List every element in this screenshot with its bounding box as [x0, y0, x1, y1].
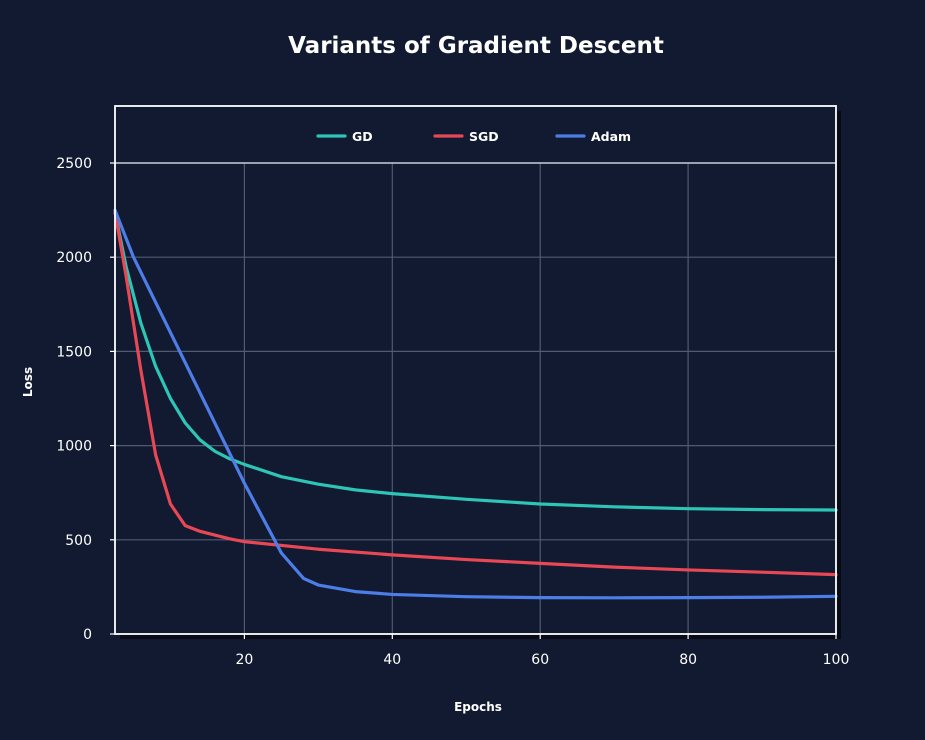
- x-tick-label: 60: [531, 652, 549, 668]
- plot-background: [115, 106, 836, 634]
- series-line-gd: [113, 210, 838, 512]
- series-line-adam: [113, 208, 838, 600]
- y-tick-label: 1000: [56, 439, 92, 455]
- y-tick-label: 2000: [56, 250, 92, 266]
- legend-item-sgd: SGD: [433, 129, 499, 144]
- legend-label: Adam: [591, 129, 631, 144]
- x-tick-label: 100: [823, 652, 850, 668]
- legend-item-gd: GD: [316, 129, 373, 144]
- plot-border: [114, 105, 837, 635]
- y-tick-label: 2500: [56, 156, 92, 172]
- legend-item-adam: Adam: [555, 129, 631, 144]
- y-tick-label: 0: [83, 627, 92, 643]
- y-tick-label: 500: [65, 533, 92, 549]
- series-line-sgd: [113, 210, 838, 577]
- x-tick-label: 80: [679, 652, 697, 668]
- legend-label: GD: [352, 129, 373, 144]
- y-axis-label: Loss: [21, 367, 35, 397]
- x-tick-label: 20: [235, 652, 253, 668]
- chart-title: Variants of Gradient Descent: [288, 33, 664, 59]
- x-axis-label: Epochs: [454, 700, 502, 714]
- y-tick-label: 1500: [56, 344, 92, 360]
- x-tick-label: 40: [383, 652, 401, 668]
- legend-label: SGD: [469, 129, 499, 144]
